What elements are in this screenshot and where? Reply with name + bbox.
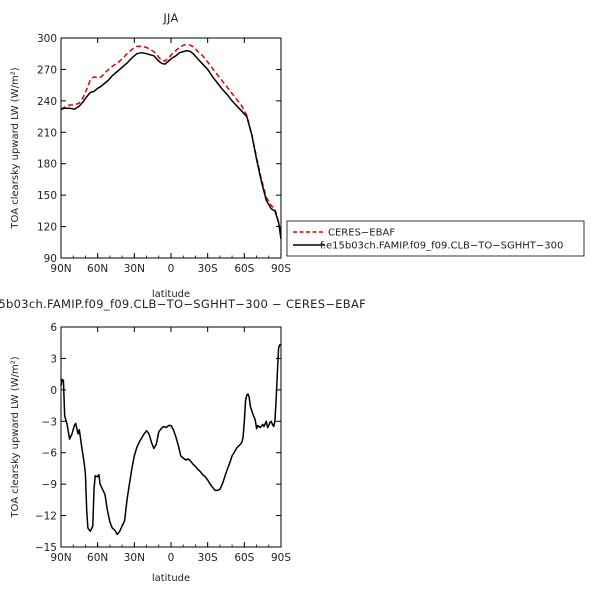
x-tick-label: 60N [87, 552, 108, 564]
x-tick-label: 30N [124, 263, 145, 275]
y-tick-label: 270 [37, 64, 57, 76]
y-tick-label: 3 [50, 353, 57, 365]
x-tick-label: 60N [87, 263, 108, 275]
y-tick-label: 6 [50, 322, 57, 334]
y-tick-label: 180 [37, 159, 57, 171]
top-x-axis-label: latitude [152, 289, 190, 300]
bottom-series-lines [60, 344, 281, 536]
y-tick-label: −9 [42, 479, 57, 491]
bottom-axes: 90N 60N 30N 0 30S 60S 90S −15 −12 −9 −6 −3 0 3 6 [35, 322, 292, 564]
x-tick-label: 60S [234, 552, 254, 564]
y-tick-label: 210 [37, 127, 57, 139]
y-tick-label: −15 [35, 542, 57, 554]
x-tick-label: 30N [124, 552, 145, 564]
x-tick-label: 0 [168, 552, 175, 564]
series-line-0 [60, 344, 281, 536]
y-tick-label: −3 [42, 416, 57, 428]
y-tick-label: 120 [37, 222, 57, 234]
y-tick-label: −6 [42, 448, 58, 460]
y-tick-label: 150 [37, 190, 57, 202]
x-tick-label: 90S [271, 263, 291, 275]
x-tick-label: 30S [198, 263, 218, 275]
series-line-1 [60, 49, 282, 240]
legend-box [286, 220, 585, 257]
x-tick-label: 0 [168, 263, 175, 275]
x-tick-label: 60S [234, 263, 254, 275]
bottom-chart-title: f.e15b03ch.FAMIP.f09_f09.CLB−TO−SGHHT−30… [0, 297, 366, 311]
series-line-0 [60, 43, 282, 236]
top-axes: 90N 60N 30N 0 30S 60S 90S 90 120 150 180 210 240 270 3… [37, 33, 291, 275]
x-tick-label: 90N [50, 552, 71, 564]
y-tick-label: −12 [35, 511, 57, 523]
top-plot-frame [60, 37, 282, 259]
top-chart-title: JJA [162, 11, 178, 25]
y-tick-label: 300 [37, 33, 57, 45]
bottom-panel: f.e15b03ch.FAMIP.f09_f09.CLB−TO−SGHHT−30… [0, 297, 366, 584]
x-tick-label: 90S [271, 552, 291, 564]
y-tick-label: 240 [37, 96, 57, 108]
x-tick-label: 90N [50, 263, 71, 275]
x-tick-label: 30S [198, 552, 218, 564]
legend-label-ceres: CERES−EBAF [328, 228, 395, 239]
bottom-y-axis-label: TOA clearsky upward LW (W/m²) [10, 356, 21, 518]
bottom-plot-frame [60, 326, 282, 548]
legend: CERES−EBAF f.e15b03ch.FAMIP.f09_f09.CLB−… [286, 220, 585, 257]
top-series-lines [60, 43, 282, 240]
bottom-x-axis-label: latitude [152, 573, 190, 584]
y-tick-label: 0 [50, 385, 57, 397]
top-panel: JJA 90N 60N 30N 0 30S 60S 90S 90 120 150 180 210 240… [10, 11, 291, 300]
y-tick-label: 90 [44, 253, 57, 265]
top-y-axis-label: TOA clearsky upward LW (W/m²) [10, 67, 21, 229]
legend-label-model: f.e15b03ch.FAMIP.f09_f09.CLB−TO−SGHHT−30… [320, 241, 563, 252]
